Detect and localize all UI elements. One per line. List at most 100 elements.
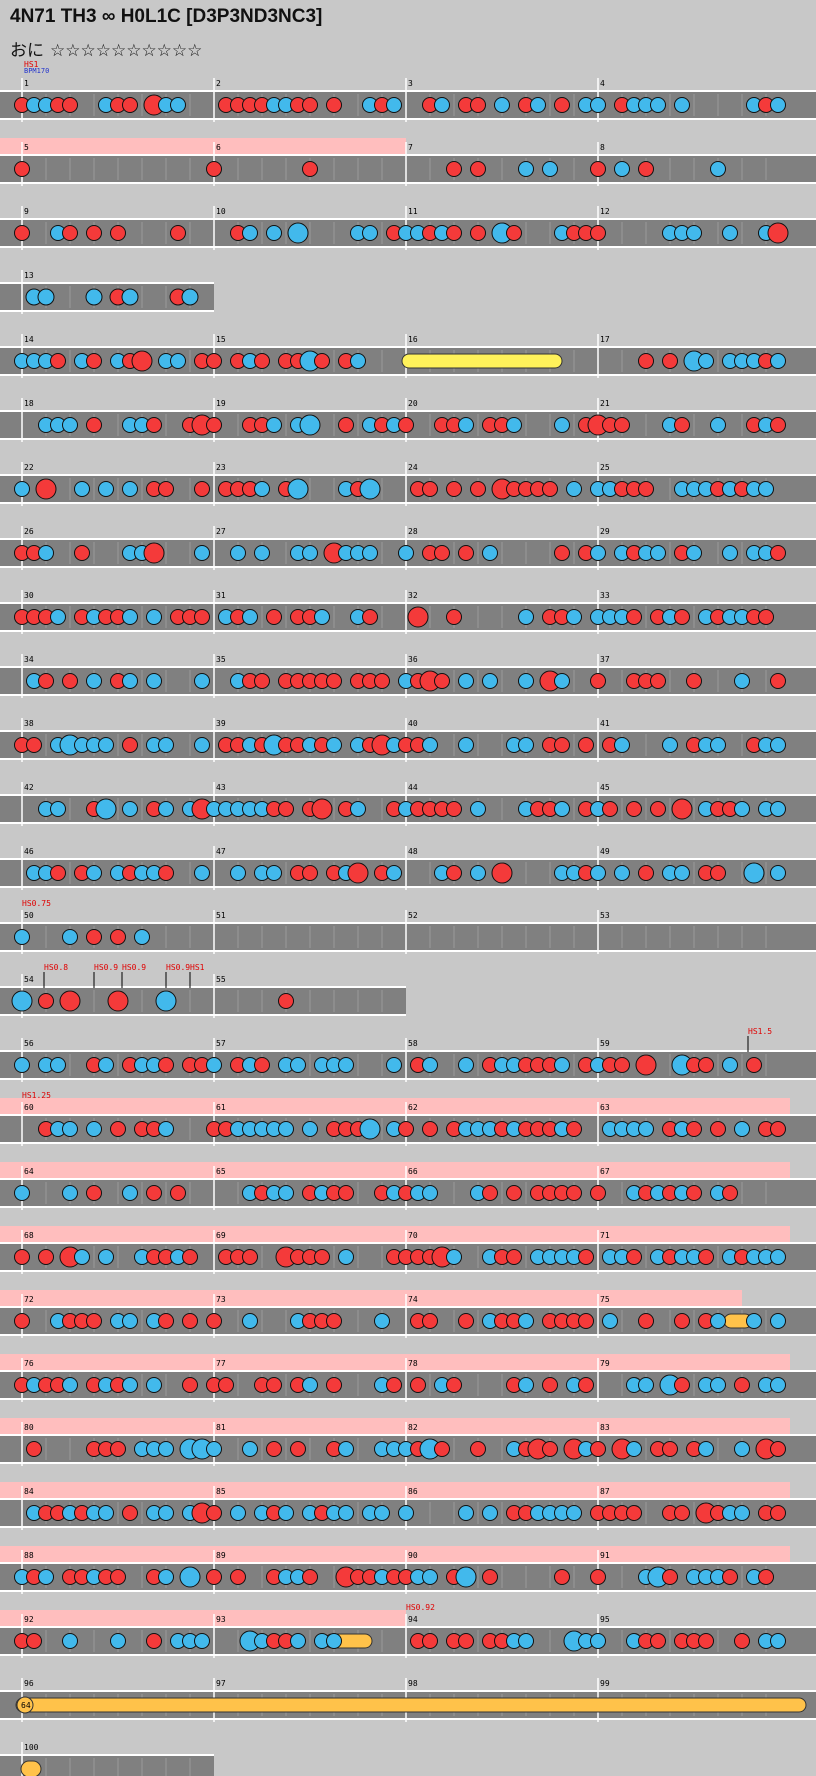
don-note [290,1441,306,1457]
ka-note [743,862,765,884]
lane-top-line [0,1626,816,1628]
gogo-band [0,1610,406,1626]
don-note [14,1313,30,1329]
don-note [674,1505,690,1521]
lane-bottom-line [0,566,816,568]
don-note [542,481,558,497]
ka-note [181,288,199,306]
measure-number: 18 [24,399,34,408]
don-note [26,737,42,753]
ka-note [50,1057,66,1073]
measure-number: 83 [600,1423,610,1432]
ka-note [698,1441,714,1457]
ka-note [98,481,114,497]
don-note [554,97,570,113]
measure-number: 71 [600,1231,610,1240]
measure-number: 74 [408,1295,418,1304]
ka-note [122,1377,138,1393]
ka-note [122,609,138,625]
measure-number: 5 [24,143,29,152]
don-note [422,481,438,497]
lane-top-line [0,986,406,988]
don-note [26,1633,42,1649]
ka-note [242,1441,258,1457]
lane-bottom-line [0,758,816,760]
measure-number: 75 [600,1295,610,1304]
ka-note [722,545,738,561]
don-note [446,225,462,241]
ka-note [494,97,510,113]
don-note [302,161,318,177]
don-note [698,1633,714,1649]
balloon-note [16,1696,34,1714]
ka-note [14,929,30,945]
ka-note [194,737,210,753]
ka-note [518,1377,534,1393]
ka-note [62,1121,78,1137]
measure-number: 35 [216,655,226,664]
don-note [254,673,270,689]
don-note [86,1185,102,1201]
lane-bottom-line [0,1270,816,1272]
don-note [770,1441,786,1457]
measure-number: 55 [216,975,226,984]
ka-note [38,1569,54,1585]
ka-note [254,481,270,497]
ka-note [86,673,102,689]
speed-change-label: HS0.9 [122,963,146,972]
don-note [302,865,318,881]
lane-bottom-line [0,1718,816,1720]
ka-note [254,545,270,561]
don-note [590,673,606,689]
ka-note [62,1377,78,1393]
measure-number: 37 [600,655,610,664]
lane-bottom-line [0,1014,406,1016]
ka-note [458,673,474,689]
ka-note [770,1633,786,1649]
lane [0,156,816,182]
gogo-band [0,1162,790,1178]
don-note [638,161,654,177]
don-note [122,97,138,113]
don-note [614,417,630,433]
don-note [62,97,78,113]
don-note [146,1185,162,1201]
don-note [14,1249,30,1265]
measure-number: 23 [216,463,226,472]
ka-note [62,417,78,433]
ka-note [266,417,282,433]
don-note [14,225,30,241]
don-note [206,161,222,177]
lane-bottom-line [0,182,816,184]
don-note [434,545,450,561]
don-note [542,1441,558,1457]
don-note [338,1185,354,1201]
measure-number: 85 [216,1487,226,1496]
ka-note [194,1633,210,1649]
don-note [158,865,174,881]
measure-number: 69 [216,1231,226,1240]
speed-change-label: HS0.92 [406,1603,435,1612]
lane-top-line [0,1306,816,1308]
ka-note [398,1505,414,1521]
ka-note [770,801,786,817]
ka-note [278,1121,294,1137]
don-note [674,417,690,433]
don-note [554,545,570,561]
ka-note [359,478,381,500]
don-note [143,542,165,564]
ka-note [230,545,246,561]
ka-note [566,1505,582,1521]
speed-change-label: HS1.5 [748,1027,772,1036]
don-note [302,97,318,113]
ka-note [566,481,582,497]
lane-top-line [0,858,816,860]
ka-note [734,1505,750,1521]
lane-top-line [0,90,816,92]
don-note [671,798,693,820]
don-note [86,225,102,241]
ka-note [206,1057,222,1073]
ka-note [194,545,210,561]
don-note [131,350,153,372]
don-note [59,990,81,1012]
